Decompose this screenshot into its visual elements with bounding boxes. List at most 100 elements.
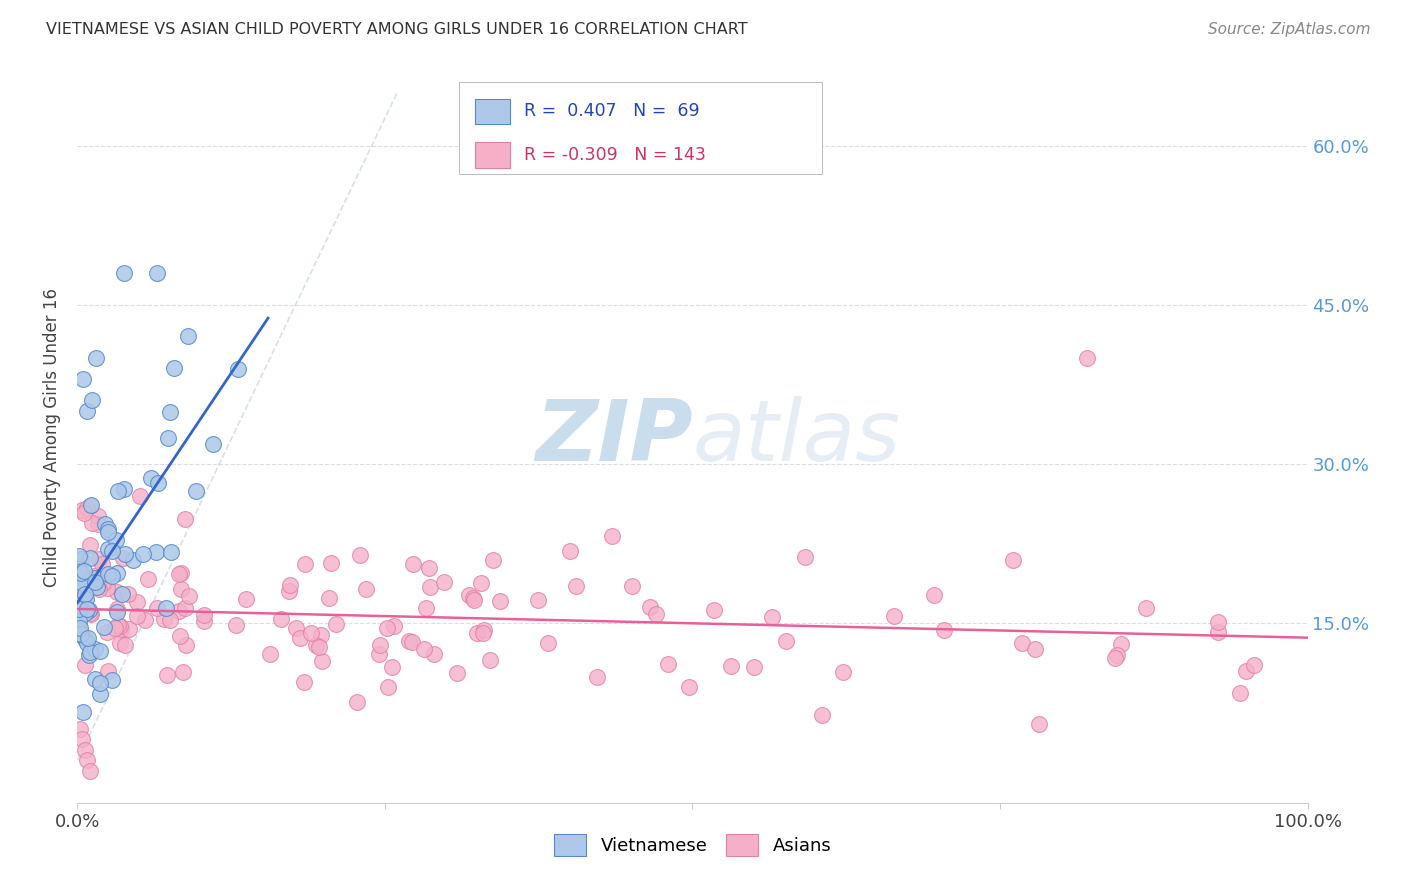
Point	[811, 707, 834, 722]
Point	[89, 675, 111, 690]
Point	[413, 641, 436, 656]
Point	[742, 660, 765, 674]
Point	[97, 541, 120, 556]
Point	[461, 591, 484, 605]
Point	[174, 601, 197, 615]
Point	[67, 593, 90, 607]
Point	[73, 587, 96, 601]
Point	[159, 405, 181, 419]
Point	[1002, 553, 1025, 567]
Point	[401, 634, 423, 648]
Point	[117, 586, 139, 600]
Point	[70, 627, 93, 641]
Point	[69, 621, 91, 635]
Point	[118, 622, 141, 636]
Point	[107, 566, 129, 580]
Point	[96, 582, 118, 596]
Point	[73, 657, 96, 672]
Point	[924, 588, 946, 602]
Point	[382, 618, 405, 632]
Point	[299, 626, 322, 640]
Point	[422, 647, 444, 661]
Point	[104, 621, 127, 635]
Point	[481, 552, 503, 566]
Point	[111, 586, 134, 600]
Point	[415, 601, 437, 615]
Point	[321, 556, 343, 570]
Point	[87, 582, 110, 597]
Point	[111, 550, 134, 565]
Point	[79, 606, 101, 620]
Point	[169, 629, 191, 643]
Point	[761, 609, 783, 624]
Point	[1028, 717, 1050, 731]
Point	[122, 553, 145, 567]
Point	[398, 633, 420, 648]
Point	[478, 653, 501, 667]
Point	[86, 516, 108, 531]
Text: ZIP: ZIP	[534, 395, 693, 479]
Point	[76, 753, 98, 767]
Point	[1024, 642, 1046, 657]
Point	[146, 266, 169, 280]
Point	[67, 623, 90, 637]
Point	[235, 591, 257, 606]
Point	[375, 621, 398, 635]
Point	[79, 764, 101, 778]
Point	[79, 648, 101, 662]
Point	[1234, 664, 1257, 678]
Point	[112, 266, 135, 280]
Point	[418, 580, 440, 594]
Point	[69, 722, 91, 736]
Point	[226, 361, 249, 376]
Text: Source: ZipAtlas.com: Source: ZipAtlas.com	[1208, 22, 1371, 37]
Point	[87, 508, 110, 523]
Point	[536, 636, 558, 650]
Point	[70, 576, 93, 591]
Point	[1105, 648, 1128, 663]
Point	[311, 655, 333, 669]
Point	[325, 616, 347, 631]
Point	[84, 574, 107, 589]
Point	[83, 673, 105, 687]
Point	[600, 529, 623, 543]
Point	[832, 665, 855, 679]
Point	[146, 600, 169, 615]
Point	[67, 549, 90, 564]
Point	[177, 590, 200, 604]
Point	[402, 557, 425, 571]
Point	[94, 516, 117, 531]
Point	[105, 585, 128, 599]
Point	[585, 670, 607, 684]
Point	[720, 659, 742, 673]
Point	[100, 673, 122, 688]
FancyBboxPatch shape	[475, 143, 510, 168]
Point	[97, 522, 120, 536]
Point	[75, 588, 97, 602]
Point	[170, 566, 193, 580]
Point	[79, 551, 101, 566]
Point	[1109, 637, 1132, 651]
Point	[472, 623, 495, 637]
Point	[270, 612, 292, 626]
Point	[294, 557, 316, 571]
Point	[67, 578, 90, 592]
Point	[107, 484, 129, 499]
Point	[83, 642, 105, 657]
Point	[73, 564, 96, 578]
Point	[367, 647, 389, 661]
Point	[134, 613, 156, 627]
Point	[136, 572, 159, 586]
Point	[284, 621, 307, 635]
Point	[69, 551, 91, 566]
Point	[153, 612, 176, 626]
Point	[488, 593, 510, 607]
Point	[471, 626, 494, 640]
Point	[1229, 686, 1251, 700]
Point	[107, 617, 129, 632]
Point	[621, 579, 644, 593]
Point	[311, 628, 333, 642]
Point	[156, 667, 179, 681]
Text: atlas: atlas	[693, 395, 900, 479]
Point	[127, 609, 149, 624]
